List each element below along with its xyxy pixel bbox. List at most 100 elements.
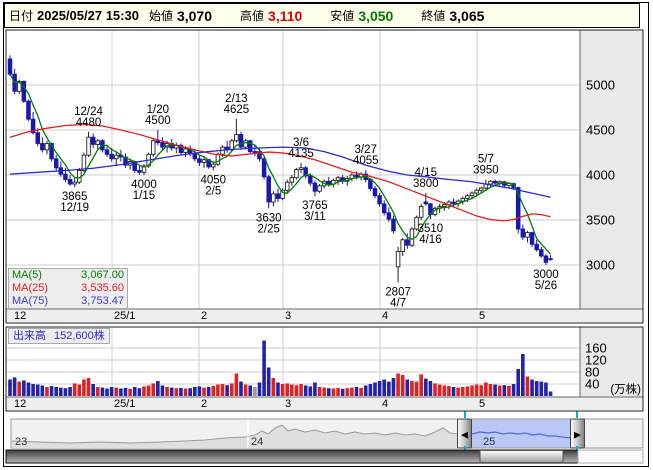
month-label: 3 [285, 398, 291, 410]
volume-bar [114, 387, 119, 396]
month-label: 2 [201, 310, 207, 322]
volume-bar [137, 388, 142, 396]
pivot-annotation: 12/24 [74, 106, 103, 118]
candle [160, 142, 165, 148]
volume-axis-tick: 80 [585, 365, 599, 380]
volume-bar [350, 387, 354, 396]
volume-bar [156, 381, 160, 396]
price-axis-tick: 5000 [586, 78, 615, 93]
month-label: 12 [14, 398, 26, 410]
pivot-annotation: 3510 [418, 223, 444, 235]
candle [303, 167, 308, 177]
candle [192, 152, 198, 160]
volume-bar [206, 387, 211, 396]
volume-bar [299, 384, 303, 396]
volume-bar [451, 387, 456, 396]
candle [409, 228, 415, 246]
volume-bar [174, 388, 179, 396]
volume-axis-tick: 40 [585, 377, 599, 392]
candle [183, 148, 188, 153]
candle [418, 206, 424, 218]
scrollbar-thumb[interactable] [479, 450, 564, 463]
volume-bar [8, 379, 12, 396]
volume-bar [345, 388, 350, 396]
candle [35, 132, 40, 144]
volume-bar [54, 387, 58, 396]
volume-bar [211, 385, 216, 396]
candle [72, 181, 77, 185]
candle [201, 159, 207, 163]
volume-bar [534, 381, 539, 396]
volume-bar [460, 387, 465, 396]
volume-bar [146, 385, 151, 396]
volume-bar [373, 382, 377, 396]
pivot-annotation: 4480 [76, 117, 102, 129]
volume-bar [488, 384, 493, 396]
volume-bar [151, 383, 156, 396]
volume-label: 出来高 [13, 330, 46, 342]
nav-left-arrow-button[interactable]: ◀ [457, 418, 472, 449]
volume-bar [165, 387, 169, 396]
candle [335, 177, 341, 181]
candle [238, 134, 244, 148]
candle [326, 180, 332, 185]
volume-bar [424, 378, 428, 396]
volume-bar [303, 385, 308, 396]
close-label: 終値 [421, 9, 446, 23]
candle [44, 143, 50, 151]
nav-right-arrow-button[interactable]: ▶ [570, 418, 585, 449]
volume-bar [368, 384, 373, 396]
volume-bar [382, 379, 387, 396]
candle [372, 188, 378, 197]
candle [53, 158, 59, 169]
volume-bar [442, 385, 447, 396]
candle [257, 151, 262, 160]
volume-bar [294, 385, 299, 396]
volume-bar [493, 384, 497, 396]
volume-bar [313, 382, 317, 396]
volume-bar [414, 381, 419, 396]
candle [469, 192, 475, 197]
volume-axis-tick: 160 [585, 341, 607, 356]
candle [21, 80, 27, 102]
volume-bar [248, 385, 253, 396]
volume-bar [188, 388, 192, 396]
close-value: 3,065 [449, 7, 485, 24]
candle [289, 177, 295, 183]
volume-bar [539, 381, 544, 396]
candle [529, 232, 535, 245]
nav-year-label: 25 [483, 436, 495, 448]
candle [284, 181, 290, 191]
volume-bar [262, 340, 266, 396]
volume-bar [202, 387, 206, 396]
candle [229, 140, 235, 151]
volume-bar [521, 354, 525, 396]
ma75-line [9, 146, 551, 198]
volume-bar [109, 387, 114, 396]
ma-legend: MA(5) 3,067.00 MA(25) 3,535.60 MA(75) 3,… [8, 268, 128, 309]
open-value: 3,070 [176, 7, 213, 24]
candle [488, 180, 493, 185]
volume-bar [160, 385, 165, 396]
candle [474, 189, 479, 194]
price-axis-tick: 3500 [586, 213, 615, 228]
volume-bar [285, 383, 289, 396]
month-label: 3 [285, 310, 291, 322]
volume-bars [8, 340, 553, 396]
nav-left-arrow-button-icon: ◀ [461, 430, 468, 440]
volume-bar [31, 384, 35, 396]
volume-bar [391, 378, 396, 396]
volume-bar [507, 385, 511, 396]
candle [442, 204, 447, 207]
pivot-annotation: 1/20 [147, 104, 169, 116]
volume-bar [77, 384, 82, 396]
volume-bar [40, 385, 45, 396]
volume-bar [470, 385, 474, 396]
volume-readout: 出来高 152,600株 [8, 328, 110, 344]
candle [515, 187, 521, 230]
pivot-annotation: 2807 [385, 286, 411, 298]
volume-bar [276, 382, 280, 396]
volume-bar [128, 388, 132, 396]
pivot-annotation: 3/27 [355, 144, 377, 156]
